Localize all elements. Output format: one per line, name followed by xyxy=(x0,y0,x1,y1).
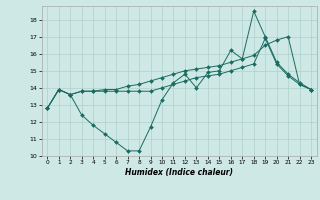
X-axis label: Humidex (Indice chaleur): Humidex (Indice chaleur) xyxy=(125,168,233,177)
